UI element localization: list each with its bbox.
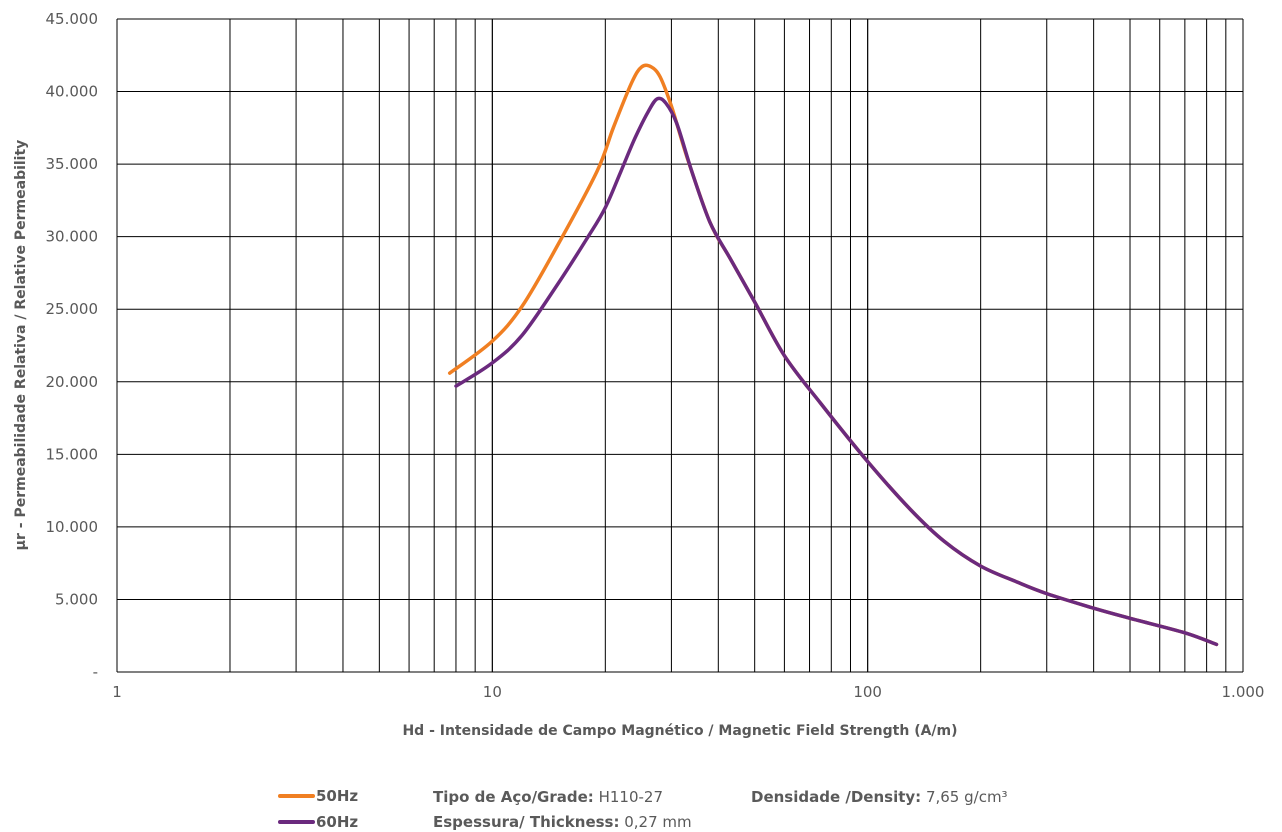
y-tick-label: 30.000 bbox=[46, 228, 99, 246]
y-tick-label: 35.000 bbox=[46, 155, 99, 173]
legend: 50Hz 60Hz bbox=[278, 787, 358, 831]
y-tick-label: 45.000 bbox=[46, 10, 99, 28]
y-axis-ticks: - 5.000 10.000 15.000 20.000 25.000 30.000 35.0… bbox=[46, 10, 99, 681]
y-tick-label: 25.000 bbox=[46, 300, 99, 318]
grade-info: Tipo de Aço/Grade: H110-27 bbox=[433, 788, 663, 806]
x-axis-title: Hd - Intensidade de Campo Magnético / Ma… bbox=[402, 723, 957, 739]
grid-lines bbox=[116, 18, 1244, 673]
y-tick-label: 40.000 bbox=[46, 83, 99, 101]
series-line-60hz bbox=[454, 96, 1219, 647]
grade-label: Tipo de Aço/Grade: bbox=[433, 788, 594, 806]
x-tick-label: 10 bbox=[483, 683, 502, 701]
grade-value: H110-27 bbox=[598, 788, 663, 806]
y-tick-label: 5.000 bbox=[55, 590, 98, 608]
x-tick-label: 1 bbox=[112, 683, 122, 701]
series-lines bbox=[447, 63, 1219, 647]
density-value: 7,65 g/cm³ bbox=[925, 788, 1008, 806]
x-tick-label: 1.000 bbox=[1222, 683, 1265, 701]
y-axis-title: µr - Permeabilidade Relativa / Relative … bbox=[13, 140, 29, 551]
y-tick-label: 15.000 bbox=[46, 445, 99, 463]
thickness-value: 0,27 mm bbox=[624, 813, 692, 831]
y-tick-label: 20.000 bbox=[46, 373, 99, 391]
x-tick-label: 100 bbox=[853, 683, 882, 701]
y-tick-label: 10.000 bbox=[46, 518, 99, 536]
legend-label-60hz: 60Hz bbox=[316, 813, 358, 831]
thickness-label: Espessura/ Thickness: bbox=[433, 813, 620, 831]
density-label: Densidade /Density: bbox=[751, 788, 922, 806]
x-axis-ticks: 1 10 100 1.000 bbox=[112, 683, 1264, 701]
thickness-info: Espessura/ Thickness: 0,27 mm bbox=[433, 813, 692, 831]
y-tick-label: - bbox=[93, 663, 98, 681]
density-info: Densidade /Density: 7,65 g/cm³ bbox=[751, 788, 1008, 806]
series-line-50hz bbox=[447, 63, 1219, 647]
legend-label-50hz: 50Hz bbox=[316, 787, 358, 805]
